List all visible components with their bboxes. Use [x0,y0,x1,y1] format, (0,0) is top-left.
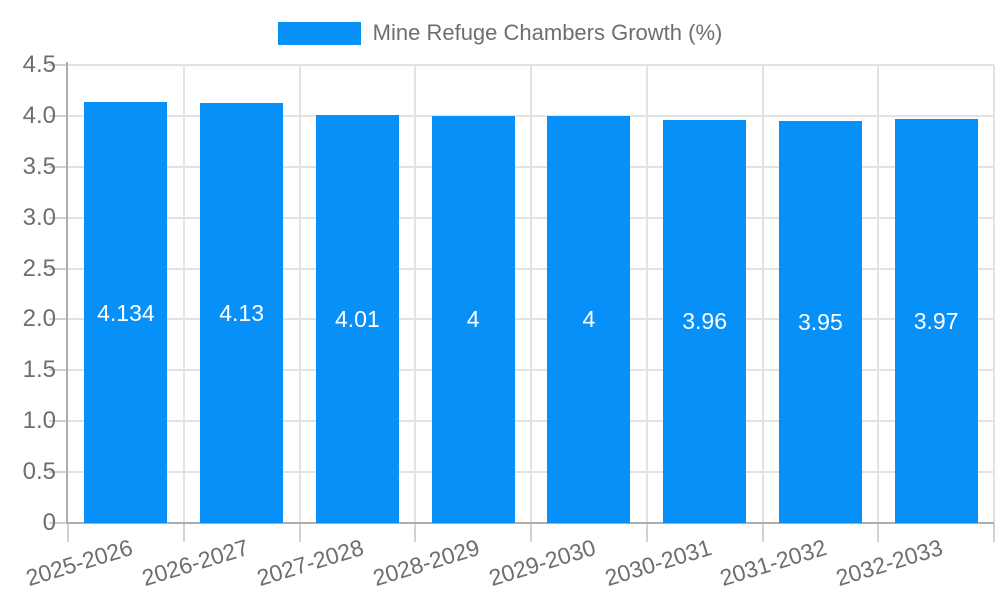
x-tick [182,523,185,542]
x-gridline [645,65,648,523]
y-tick [49,369,68,372]
x-tick [67,523,69,542]
x-tick [761,523,764,542]
y-tick-label: 0.5 [22,458,56,486]
x-gridline [182,65,185,523]
bar[interactable] [200,102,284,523]
x-gridline [298,65,301,523]
y-tick-label: 2.0 [22,305,56,333]
x-gridline [414,65,417,523]
chart-legend[interactable]: Mine Refuge Chambers Growth (%) [0,20,1000,46]
y-tick [49,522,68,524]
x-tick [877,523,880,542]
x-tick-label: 2029-2030 [485,534,599,592]
y-tick-label: 0 [42,509,56,536]
y-tick-label: 1.5 [22,356,56,384]
y-tick [49,114,68,117]
bar-value-label: 3.95 [797,308,843,335]
bar[interactable] [778,120,862,523]
x-gridline [993,65,995,523]
x-tick-label: 2026-2027 [138,534,252,592]
x-tick [414,523,417,542]
y-tick-label: 4.0 [22,101,56,129]
bar[interactable] [547,115,631,523]
legend-label: Mine Refuge Chambers Growth (%) [372,20,723,45]
y-tick-label: 3.0 [22,203,56,231]
y-tick-label: 4.5 [22,51,56,78]
bar-value-label: 4.13 [219,299,264,326]
y-tick [49,471,68,474]
y-tick [49,318,68,321]
bar[interactable] [431,115,515,523]
bar-value-label: 4.134 [97,299,155,326]
y-tick [49,64,68,66]
bar[interactable] [663,119,747,523]
y-tick-label: 1.0 [22,407,56,435]
x-gridline [761,65,764,523]
x-tick [530,523,532,542]
bar[interactable] [894,118,978,523]
x-tick-label: 2027-2028 [254,534,367,592]
bar[interactable] [315,114,399,523]
x-tick [645,523,648,542]
bar-value-label: 4 [466,306,480,333]
y-tick-label: 3.5 [22,152,56,180]
x-tick-label: 2032-2033 [832,534,946,592]
x-tick-label: 2025-2026 [22,534,136,592]
x-gridline [877,65,880,523]
x-tick-label: 2030-2031 [601,534,715,592]
legend-color-swatch [277,21,361,45]
bar-value-label: 3.97 [913,307,959,334]
x-tick [298,523,301,542]
x-axis-line [66,522,994,524]
y-tick [49,267,68,270]
y-tick [49,216,68,219]
bar-value-label: 3.96 [682,308,727,335]
x-tick-label: 2028-2029 [369,534,483,592]
bar[interactable] [84,102,168,523]
x-tick-label: 2031-2032 [717,534,830,592]
y-axis-line [66,62,68,523]
x-tick [993,523,995,542]
y-tick-label: 2.5 [22,254,56,282]
bar-value-label: 4.01 [334,305,380,332]
y-tick [49,165,68,168]
bar-value-label: 4 [582,306,596,333]
y-tick [49,420,68,423]
x-gridline [530,65,532,523]
